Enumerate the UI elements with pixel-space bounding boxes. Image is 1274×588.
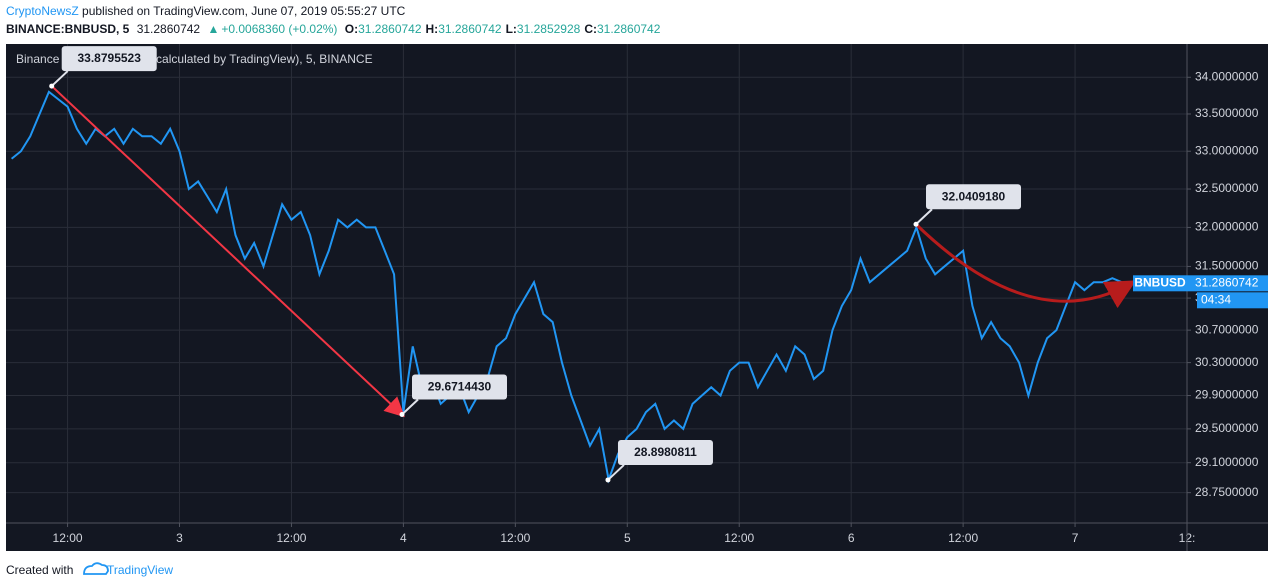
x-tick-label: 12:00 [276, 531, 306, 545]
x-tick-label: 12:00 [500, 531, 530, 545]
x-tick-label: 7 [1072, 531, 1079, 545]
price-line [10, 90, 1132, 484]
callout-point [399, 412, 405, 418]
callout-box [61, 46, 157, 72]
callout-label: 29.6714430 [428, 380, 492, 394]
price-label-value: 31.2860742 [1195, 275, 1259, 289]
trend-arrow [914, 223, 1137, 309]
x-tick-label: 6 [848, 531, 855, 545]
countdown: 04:34 [1201, 292, 1231, 306]
callout-box [411, 374, 507, 400]
symbol: BINANCE:BNBUSD, 5 [6, 22, 130, 36]
ohlc-value: 31.2852928 [517, 22, 581, 36]
x-tick-label: 12:00 [53, 531, 83, 545]
callout-point [913, 221, 919, 227]
trend-arrow [51, 85, 405, 418]
price-label-name: BNBUSD [1134, 275, 1186, 289]
callout-pointer [607, 464, 625, 481]
x-tick-label: 5 [624, 531, 631, 545]
chart-background [6, 44, 1268, 551]
countdown-box [1197, 292, 1268, 309]
ohlc-value: 31.2860742 [597, 22, 661, 36]
y-tick-label: 29.1000000 [1195, 455, 1259, 469]
price-label-box [1133, 275, 1268, 292]
author[interactable]: CryptoNewsZ [6, 4, 79, 18]
callout-label: 33.8795523 [78, 51, 142, 65]
ohlc-key: H: [426, 22, 439, 36]
callout-label: 32.0409180 [942, 189, 1006, 203]
footer-brand[interactable]: TradingView [107, 563, 173, 577]
callout-pointer [51, 70, 69, 87]
published: published on TradingView.com, June 07, 2… [79, 4, 406, 18]
x-tick-label: 4 [400, 531, 407, 545]
header-line: CryptoNewsZ published on TradingView.com… [6, 4, 406, 18]
ohlc-key: C: [584, 22, 597, 36]
y-tick-label: 30.7000000 [1195, 322, 1259, 336]
ohlc-value: 31.2860742 [358, 22, 422, 36]
callout-label: 28.8980811 [634, 445, 697, 459]
last-price: 31.2860742 [137, 22, 201, 36]
y-tick-label: 33.5000000 [1195, 106, 1259, 120]
y-tick-label: 33.0000000 [1195, 143, 1259, 157]
y-tick-label: 29.5000000 [1195, 421, 1259, 435]
callout-pointer [401, 398, 419, 416]
change-arrow: ▲ [207, 22, 219, 36]
y-tick-label: 31.5000000 [1195, 259, 1259, 273]
logo [83, 562, 109, 575]
x-tick-label: 3 [176, 531, 183, 545]
callout-box [617, 439, 713, 465]
callout-point [605, 477, 611, 483]
y-tick-label: 34.0000000 [1195, 69, 1259, 83]
y-tick-label: 32.0000000 [1195, 220, 1259, 234]
ohlc-key: O: [345, 22, 358, 36]
y-tick-label: 32.5000000 [1195, 181, 1259, 195]
quote-line: BINANCE:BNBUSD, 5 31.2860742 ▲ +0.0068360… [6, 22, 661, 36]
callout-pointer [915, 208, 933, 225]
callout-point [49, 83, 55, 89]
callout-box [926, 184, 1022, 210]
ohlc-key: L: [506, 22, 517, 36]
change: +0.0068360 (+0.02%) [221, 22, 337, 36]
y-tick-label: 29.9000000 [1195, 388, 1259, 402]
x-tick-label: 12:00 [948, 531, 978, 545]
y-tick-label: 30.3000000 [1195, 355, 1259, 369]
ohlc-value: 31.2860742 [438, 22, 502, 36]
y-tick-label: 28.7500000 [1195, 485, 1259, 499]
x-tick-label: 12:00 [724, 531, 754, 545]
footer-created: Created with [6, 563, 73, 577]
